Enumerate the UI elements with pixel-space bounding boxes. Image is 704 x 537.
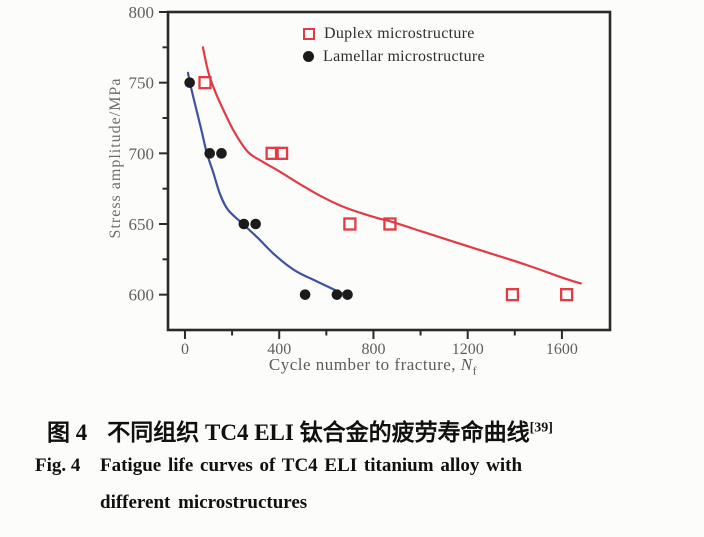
fit-curve-duplex <box>201 46 582 285</box>
legend: Duplex microstructure Lamellar microstru… <box>303 24 485 66</box>
x-axis-subscript: f <box>472 363 478 378</box>
data-point-lamellar <box>216 148 227 159</box>
data-point-duplex <box>505 288 520 302</box>
caption-chinese: 图 4 不同组织 TC4 ELI 钛合金的疲劳寿命曲线[39] <box>47 413 553 447</box>
plot-frame <box>166 10 612 332</box>
data-point-lamellar <box>331 289 343 300</box>
axis-ticks <box>159 11 563 339</box>
axis-tick-labels: 0 400 800 1200 1600 800 750 700 650 600 <box>129 3 578 358</box>
y-tick-label: 600 <box>129 286 155 305</box>
data-point-lamellar <box>204 148 216 159</box>
data-point-lamellar <box>342 289 353 300</box>
open-square-icon <box>303 27 315 40</box>
caption-cn-text: 不同组织 TC4 ELI 钛合金的疲劳寿命曲线 <box>107 420 530 445</box>
caption-english-line2: different microstructures <box>100 492 308 513</box>
data-point-duplex <box>343 217 357 231</box>
x-axis-variable: N <box>460 355 473 374</box>
y-tick-label: 800 <box>129 3 155 22</box>
x-tick-label: 0 <box>181 341 189 358</box>
data-point-duplex <box>265 146 279 160</box>
fit-curves <box>186 46 582 296</box>
x-axis-title-text: Cycle number to fracture, <box>268 355 461 374</box>
fatigue-life-chart: 0 400 800 1200 1600 800 750 700 650 600 Stress am… <box>107 3 612 377</box>
legend-item-duplex: Duplex microstructure <box>303 24 485 43</box>
x-tick-label: 800 <box>361 341 385 358</box>
legend-label-lamellar: Lamellar microstructure <box>323 47 485 65</box>
y-tick-label: 650 <box>129 215 155 234</box>
data-points <box>184 76 574 302</box>
x-axis-title: Cycle number to fracture, Nf <box>223 355 523 377</box>
filled-circle-icon <box>303 51 314 62</box>
data-point-lamellar <box>299 289 311 300</box>
legend-item-lamellar: Lamellar microstructure <box>303 47 485 66</box>
data-point-duplex <box>198 76 212 90</box>
data-point-duplex <box>274 146 289 160</box>
caption-en-fig-number: Fig. 4 <box>35 455 81 476</box>
fit-curve-lamellar <box>186 71 346 296</box>
data-point-lamellar <box>250 218 261 230</box>
data-point-duplex <box>559 288 574 302</box>
data-point-lamellar <box>184 77 195 88</box>
x-tick-label: 1200 <box>452 341 484 358</box>
y-tick-label: 750 <box>129 74 155 93</box>
x-tick-label: 400 <box>267 341 291 358</box>
x-tick-label: 1600 <box>546 341 578 358</box>
caption-reference-number: [39] <box>529 420 553 436</box>
plot-border <box>166 10 612 332</box>
data-point-lamellar <box>238 218 250 230</box>
legend-label-duplex: Duplex microstructure <box>324 24 475 42</box>
data-point-duplex <box>383 217 397 231</box>
plot-canvas: 0 400 800 1200 1600 800 750 700 650 600 <box>129 3 612 358</box>
caption-en-text-line1: Fatigue life curves of TC4 ELI titanium … <box>100 455 523 476</box>
caption-cn-fig-number: 图 4 <box>47 420 88 445</box>
y-tick-label: 700 <box>129 144 155 163</box>
y-axis-title: Stress amplitude/MPa <box>107 77 124 239</box>
